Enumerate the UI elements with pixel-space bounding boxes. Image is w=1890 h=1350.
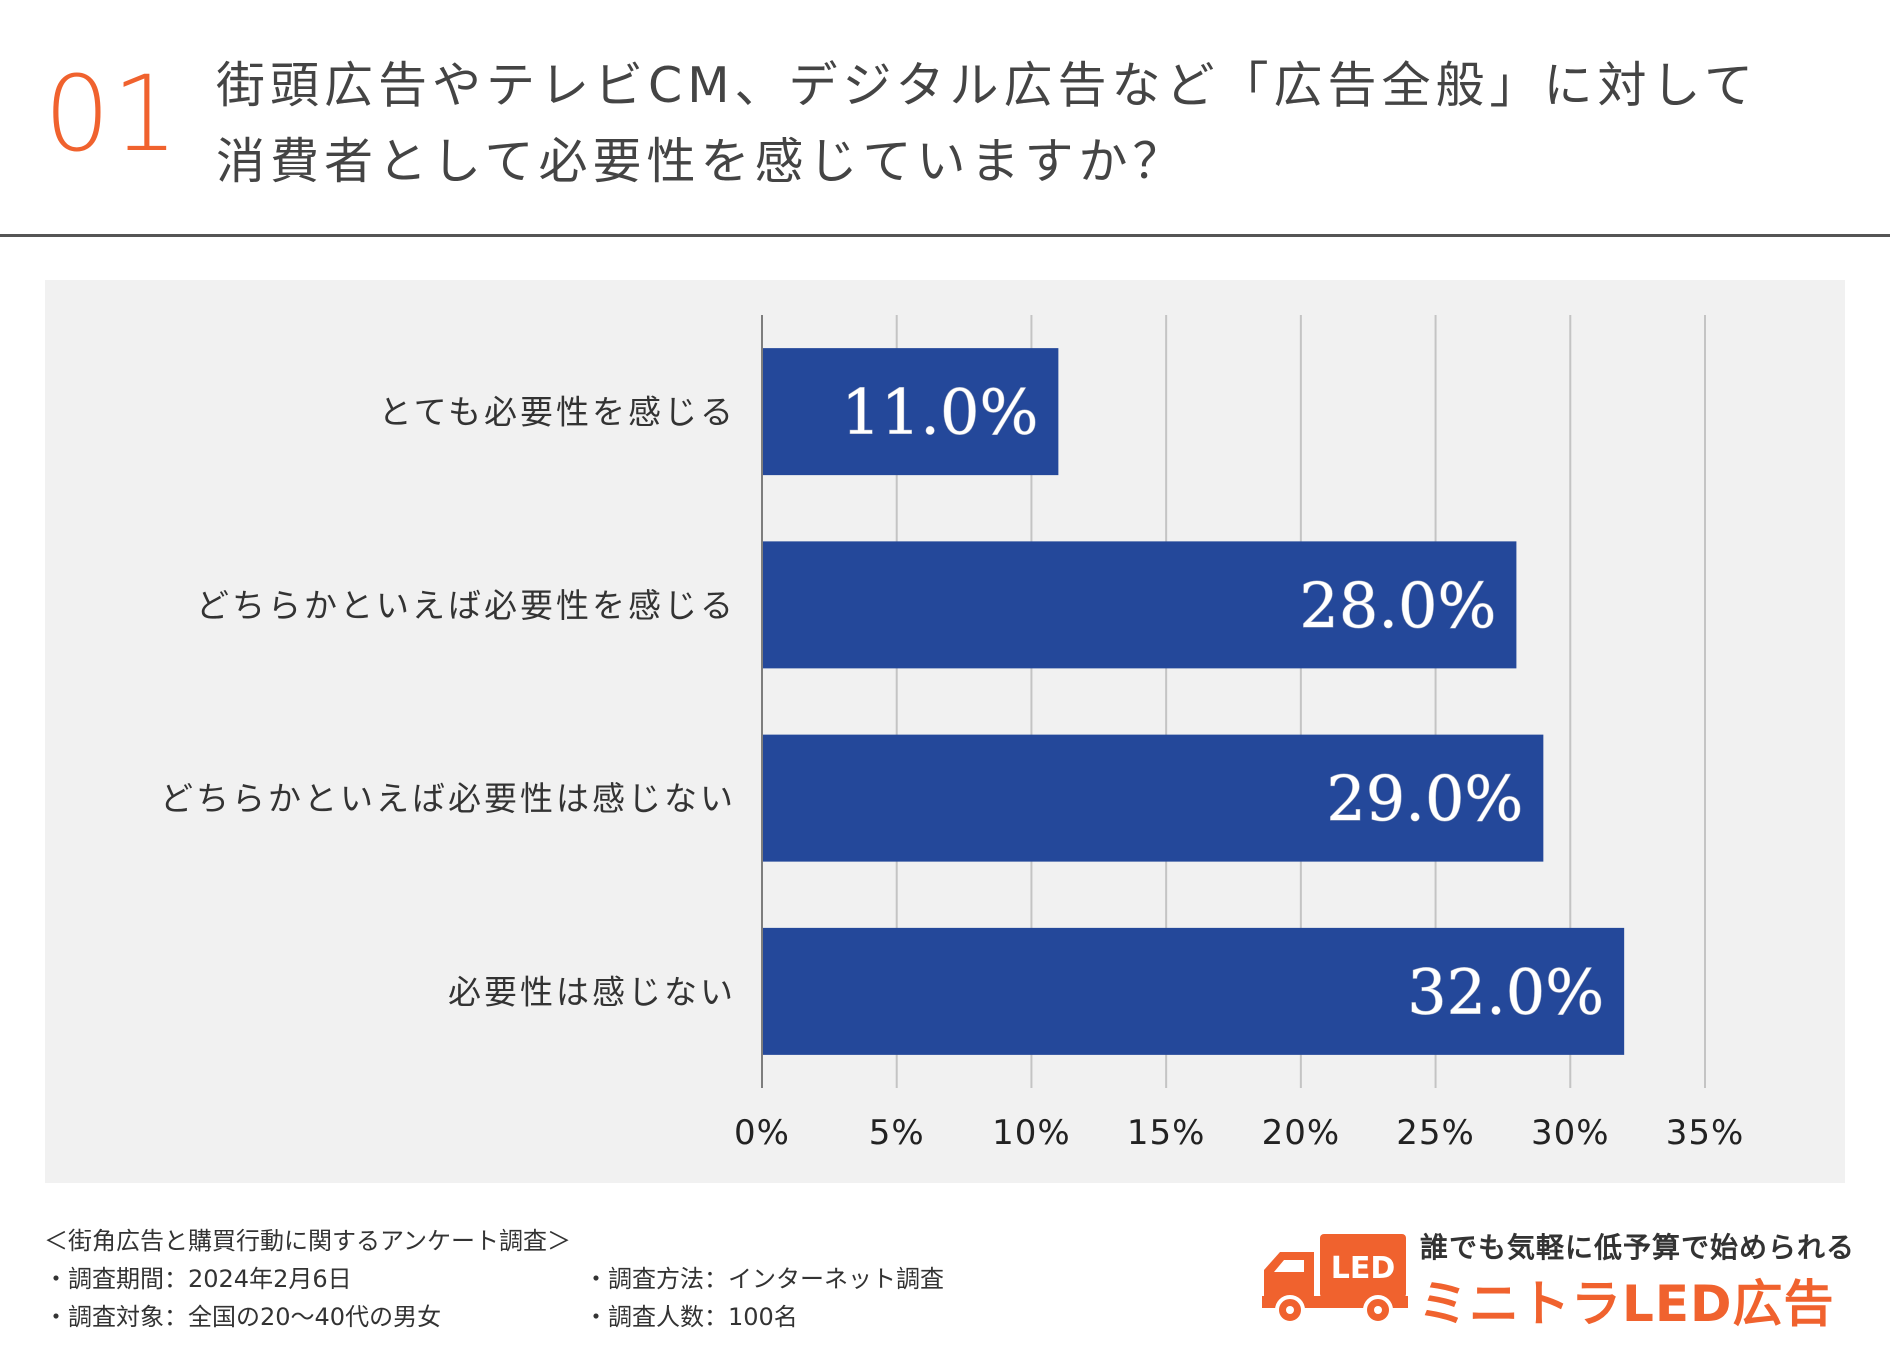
survey-row: ・調査対象：全国の20〜40代の男女 ・調査人数：100名 (44, 1298, 1164, 1336)
chart-panel: とても必要性を感じる 11.0% どちらかといえば必要性を感じる 28.0% どちらかと… (45, 280, 1845, 1183)
x-tick-label: 20% (1262, 1113, 1341, 1153)
x-tick-label: 35% (1666, 1113, 1745, 1153)
bar (762, 734, 1544, 862)
data-label: 28.0% (1299, 569, 1496, 642)
survey-target: ・調査対象：全国の20〜40代の男女 (44, 1303, 442, 1331)
brand-tagline: 誰でも気軽に低予算で始められる (1420, 1231, 1856, 1264)
bar-chart: とても必要性を感じる 11.0% どちらかといえば必要性を感じる 28.0% どちらかと… (160, 315, 1745, 1153)
logo-led-text: LED (1331, 1251, 1396, 1286)
x-tick-label: 15% (1127, 1113, 1206, 1153)
survey-count: ・調査人数：100名 (584, 1303, 798, 1331)
brand-logo: LED 誰でも気軽に低予算で始められる ミニトラLED広告 (1258, 1226, 1854, 1333)
survey-info: ＜街角広告と購買行動に関するアンケート調査＞ ・調査期間：2024年2月6日 ・… (44, 1222, 1164, 1336)
question-title: 街頭広告やテレビCM、デジタル広告など「広告全般」に対して 消費者として必要性を… (216, 48, 1856, 200)
brand-name: ミニトラLED広告 (1418, 1275, 1835, 1333)
header-divider (0, 234, 1890, 237)
question-number: 01 (44, 53, 181, 175)
question-title-line-1: 街頭広告やテレビCM、デジタル広告など「広告全般」に対して (216, 57, 1759, 114)
question-title-line-2: 消費者として必要性を感じていますか？ (216, 133, 1187, 190)
x-tick-label: 0% (734, 1113, 790, 1153)
data-label: 11.0% (841, 376, 1038, 449)
survey-period: ・調査期間：2024年2月6日 (44, 1265, 352, 1293)
category-label: どちらかといえば必要性を感じる (196, 586, 736, 625)
survey-title: ＜街角広告と購買行動に関するアンケート調査＞ (44, 1227, 572, 1255)
data-label: 32.0% (1407, 955, 1604, 1028)
x-tick-label: 10% (992, 1113, 1071, 1153)
x-tick-label: 5% (869, 1113, 925, 1153)
x-tick-label: 30% (1531, 1113, 1610, 1153)
bar (762, 927, 1625, 1055)
survey-method: ・調査方法：インターネット調査 (584, 1265, 944, 1293)
x-tick-label: 25% (1396, 1113, 1475, 1153)
category-label: 必要性は感じない (448, 972, 736, 1011)
survey-row: ・調査期間：2024年2月6日 ・調査方法：インターネット調査 (44, 1260, 1164, 1298)
bar (762, 541, 1517, 669)
truck-icon: LED (1262, 1234, 1408, 1325)
data-label: 29.0% (1326, 762, 1523, 835)
category-label: どちらかといえば必要性は感じない (160, 779, 736, 818)
category-label: とても必要性を感じる (379, 393, 736, 432)
bar (762, 348, 1059, 476)
